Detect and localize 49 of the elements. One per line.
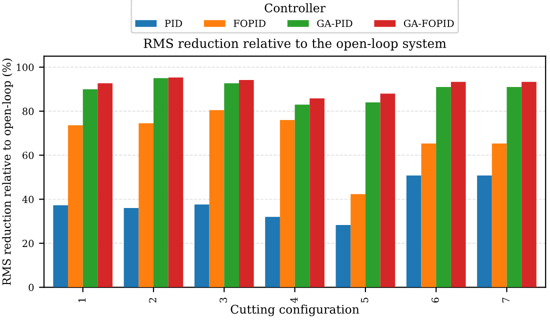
y-tick-label: 80 [22,108,34,116]
bar [365,102,380,288]
bar [53,205,68,288]
bar [406,175,422,288]
bar [336,225,351,288]
x-tick-label: 2 [148,298,156,303]
bar [380,94,396,288]
bar [421,144,436,288]
bar [209,110,224,288]
bar [224,83,239,288]
bar [506,86,522,288]
bar [194,204,210,288]
bar [477,175,492,288]
bar [138,123,154,288]
bar [280,120,295,288]
legend-title: Controller [264,3,326,12]
legend-label: GA-PID [317,20,352,28]
bar [310,98,324,288]
y-tick-label: 0 [28,284,34,292]
chart-title: RMS reduction relative to the open-loop system [144,38,446,51]
y-axis-title: RMS reduction relative to open-loop (%) [2,58,13,286]
bar [168,78,184,288]
bar [450,82,466,288]
bar [68,125,83,288]
bar [492,144,507,288]
x-axis-title: Cutting configuration [230,304,360,316]
x-tick-label: 7 [502,298,510,302]
x-tick-label: 3 [220,298,227,302]
bar [436,86,451,288]
bar [238,80,254,288]
bar [124,208,139,288]
bar [154,78,168,288]
bar [522,82,536,288]
legend-label: PID [164,20,182,27]
x-tick-label: 5 [361,298,368,302]
legend-label: FOPID [234,20,266,28]
bar [265,216,280,288]
y-tick-label: 40 [22,196,34,204]
x-tick-label: 1 [78,298,86,302]
x-tick-label: 4 [290,298,298,303]
y-tick-label: 20 [22,240,34,248]
bar [350,194,366,288]
x-tick-label: 6 [432,298,439,303]
bar [82,89,98,288]
bar [98,83,113,288]
y-tick-label: 60 [22,152,34,160]
legend-label: GA-FOPID [404,20,454,28]
bar [294,104,310,288]
y-tick-label: 100 [16,64,34,72]
